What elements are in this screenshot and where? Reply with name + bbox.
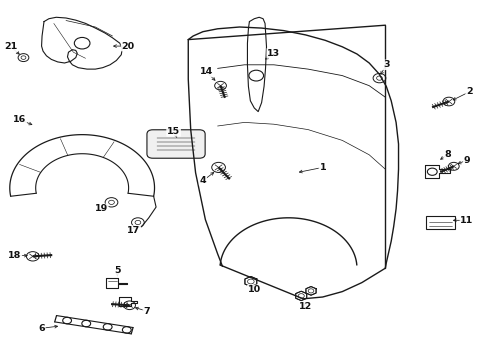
Circle shape: [62, 317, 71, 324]
FancyBboxPatch shape: [146, 130, 205, 158]
Circle shape: [372, 73, 385, 83]
Text: 6: 6: [38, 324, 45, 333]
Text: 16: 16: [13, 115, 26, 124]
Circle shape: [103, 324, 112, 330]
Polygon shape: [295, 291, 306, 301]
Text: 17: 17: [126, 226, 140, 235]
Text: 13: 13: [267, 49, 280, 58]
Text: 9: 9: [463, 156, 469, 165]
Circle shape: [211, 162, 225, 172]
Polygon shape: [244, 276, 256, 287]
Text: 14: 14: [199, 68, 213, 77]
Text: 10: 10: [247, 285, 260, 294]
Circle shape: [18, 54, 29, 62]
Text: 20: 20: [122, 41, 134, 50]
Text: 15: 15: [167, 127, 180, 136]
Circle shape: [131, 218, 144, 227]
Text: 5: 5: [114, 266, 121, 275]
Text: 4: 4: [199, 176, 206, 185]
Circle shape: [447, 162, 458, 170]
Text: 18: 18: [8, 251, 21, 260]
Text: 21: 21: [4, 42, 18, 51]
Circle shape: [122, 327, 131, 333]
Text: 12: 12: [298, 302, 312, 311]
Text: 7: 7: [143, 306, 150, 315]
Text: 19: 19: [94, 204, 108, 213]
Text: 2: 2: [465, 87, 472, 96]
Text: 3: 3: [382, 60, 389, 69]
Polygon shape: [305, 287, 315, 295]
Circle shape: [123, 301, 135, 310]
Circle shape: [427, 168, 436, 175]
Circle shape: [442, 97, 454, 106]
Circle shape: [214, 81, 226, 90]
Text: 11: 11: [459, 216, 473, 225]
Circle shape: [26, 252, 39, 261]
Text: 8: 8: [443, 150, 450, 159]
Circle shape: [81, 320, 90, 327]
Text: 1: 1: [319, 163, 325, 172]
Circle shape: [105, 198, 118, 207]
